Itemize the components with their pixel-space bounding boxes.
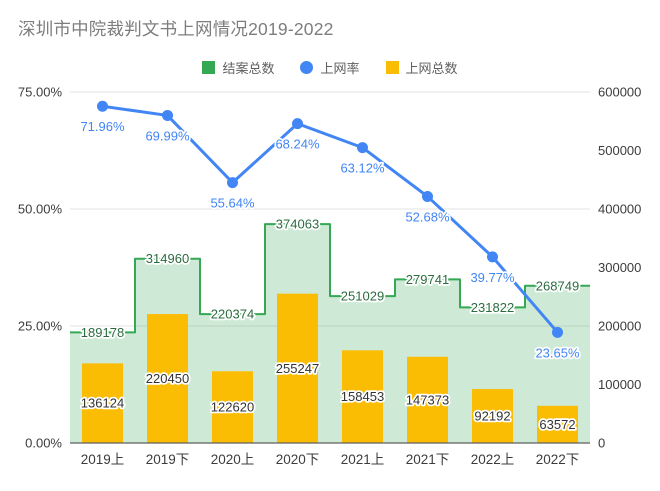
- svg-text:255247: 255247: [276, 361, 319, 376]
- svg-text:23.65%: 23.65%: [535, 345, 580, 360]
- svg-text:2022下: 2022下: [536, 452, 580, 467]
- svg-text:75.00%: 75.00%: [18, 85, 63, 100]
- svg-text:2022上: 2022上: [471, 452, 515, 467]
- svg-text:2020上: 2020上: [211, 452, 255, 467]
- svg-text:52.68%: 52.68%: [405, 209, 450, 224]
- svg-text:600000: 600000: [598, 85, 641, 100]
- svg-text:50.00%: 50.00%: [18, 202, 63, 217]
- svg-text:268749: 268749: [536, 278, 579, 293]
- svg-text:251029: 251029: [341, 289, 384, 304]
- svg-text:0.00%: 0.00%: [25, 436, 62, 451]
- legend-item-online-rate: 上网率: [300, 58, 360, 77]
- svg-text:2021上: 2021上: [341, 452, 385, 467]
- svg-text:189178: 189178: [81, 325, 124, 340]
- svg-text:231822: 231822: [471, 300, 514, 315]
- svg-text:63572: 63572: [539, 417, 575, 432]
- legend: 结案总数 上网率 上网总数: [0, 58, 660, 77]
- svg-text:300000: 300000: [598, 260, 641, 275]
- svg-text:68.24%: 68.24%: [275, 137, 320, 152]
- svg-text:55.64%: 55.64%: [210, 196, 255, 211]
- svg-text:122620: 122620: [211, 400, 254, 415]
- svg-text:314960: 314960: [146, 251, 189, 266]
- svg-text:92192: 92192: [474, 409, 510, 424]
- svg-text:69.99%: 69.99%: [145, 128, 190, 143]
- svg-text:147373: 147373: [406, 392, 449, 407]
- svg-text:2021下: 2021下: [406, 452, 450, 467]
- svg-text:158453: 158453: [341, 389, 384, 404]
- yellow-square-icon: [385, 61, 399, 74]
- svg-text:25.00%: 25.00%: [18, 319, 63, 334]
- legend-item-closed-cases: 结案总数: [202, 58, 274, 77]
- svg-text:71.96%: 71.96%: [80, 119, 125, 134]
- svg-text:220374: 220374: [211, 307, 254, 322]
- svg-text:0: 0: [598, 436, 605, 451]
- svg-text:2020下: 2020下: [276, 452, 320, 467]
- svg-text:2019上: 2019上: [81, 452, 125, 467]
- legend-label: 结案总数: [222, 61, 275, 76]
- svg-text:100000: 100000: [598, 377, 641, 392]
- chart-title: 深圳市中院裁判文书上网情况2019-2022: [18, 19, 334, 39]
- svg-text:2019下: 2019下: [146, 452, 190, 467]
- svg-text:400000: 400000: [598, 202, 641, 217]
- svg-text:279741: 279741: [406, 272, 449, 287]
- svg-text:200000: 200000: [598, 319, 641, 334]
- legend-label: 上网率: [320, 61, 360, 76]
- svg-text:500000: 500000: [598, 143, 641, 158]
- blue-circle-icon: [300, 61, 314, 74]
- svg-text:39.77%: 39.77%: [470, 270, 515, 285]
- legend-item-online-total: 上网总数: [385, 58, 458, 77]
- svg-text:63.12%: 63.12%: [340, 161, 385, 176]
- svg-text:220450: 220450: [146, 371, 189, 386]
- svg-text:136124: 136124: [81, 396, 124, 411]
- legend-label: 上网总数: [405, 61, 458, 76]
- svg-text:374063: 374063: [276, 217, 319, 232]
- green-square-icon: [202, 61, 216, 74]
